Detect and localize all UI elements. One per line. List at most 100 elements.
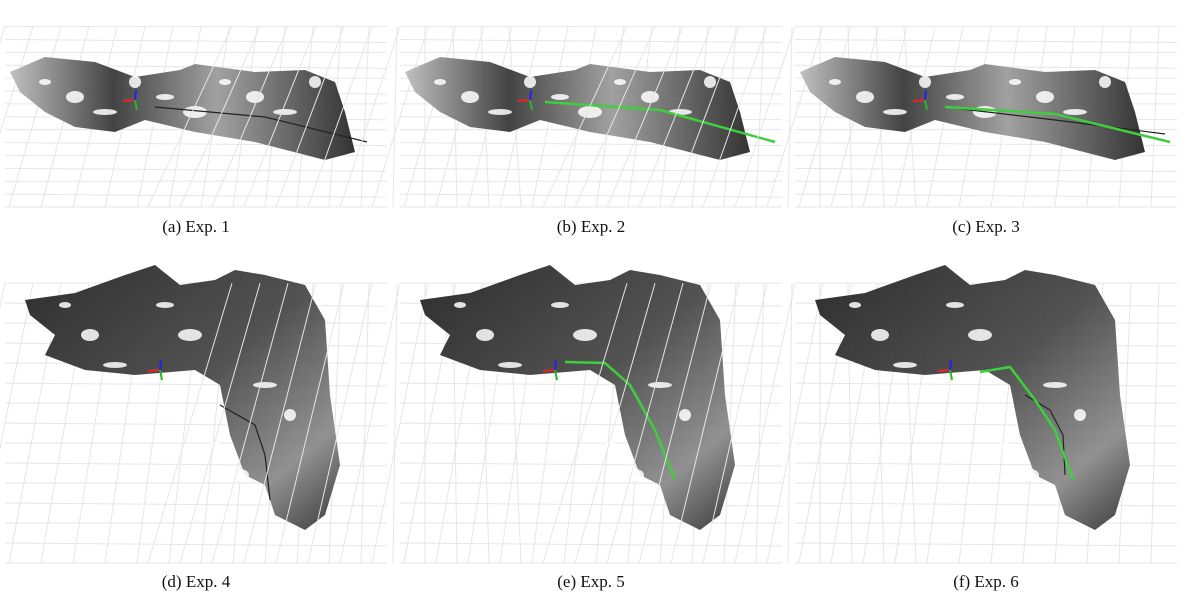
map-hole — [253, 382, 277, 388]
floor-grid — [735, 27, 795, 207]
map-hole — [968, 329, 992, 341]
axis-z — [530, 90, 531, 100]
map-hole — [246, 91, 264, 103]
axis-x — [913, 100, 925, 101]
axis-x — [518, 100, 530, 101]
map-hole — [1036, 91, 1054, 103]
map-hole — [454, 302, 466, 308]
floor-grid — [0, 283, 5, 563]
map-cloud — [10, 57, 355, 160]
panel-caption: (c) Exp. 3 — [952, 217, 1020, 236]
map-hole — [488, 109, 512, 115]
floor-grid — [393, 283, 397, 563]
map-hole — [551, 302, 569, 308]
map-cloud — [815, 265, 1130, 530]
map-hole — [103, 362, 127, 368]
map-hole — [524, 76, 536, 88]
map-hole — [999, 442, 1011, 448]
panel-caption: (d) Exp. 4 — [162, 572, 231, 591]
floor-grid — [340, 27, 400, 207]
map-hole — [604, 442, 616, 448]
map-hole — [476, 329, 494, 341]
map-hole — [129, 76, 141, 88]
map-cloud — [405, 57, 750, 160]
map-hole — [614, 79, 626, 85]
map-hole — [573, 329, 597, 341]
map-hole — [1043, 382, 1067, 388]
axis-x — [543, 370, 555, 371]
map-hole — [309, 76, 321, 88]
floor-grid — [795, 503, 1177, 506]
axis-x — [938, 370, 950, 371]
map-hole — [498, 362, 522, 368]
map-hole — [578, 106, 602, 118]
map-hole — [641, 91, 659, 103]
map-hole — [93, 109, 117, 115]
map-cloud — [25, 265, 340, 530]
map-hole — [924, 389, 936, 401]
floor-grid — [400, 383, 782, 386]
map-hole — [284, 409, 296, 421]
map-hole — [231, 469, 249, 481]
map-hole — [529, 389, 541, 401]
map-hole — [178, 329, 202, 341]
map-hole — [134, 389, 146, 401]
map-hole — [1099, 76, 1111, 88]
figure: (a) Exp. 1 (b) Exp. 2 (c) Exp. 3 (d) Exp. 4… — [0, 0, 1182, 603]
map-hole — [461, 91, 479, 103]
panel-caption: (e) Exp. 5 — [557, 572, 625, 591]
map-hole — [1009, 79, 1021, 85]
map-hole — [156, 302, 174, 308]
map-hole — [1074, 409, 1086, 421]
floor-grid — [393, 27, 397, 207]
map-hole — [434, 79, 446, 85]
axis-x — [123, 100, 135, 101]
map-hole — [883, 109, 907, 115]
map-hole — [849, 302, 861, 308]
map-hole — [856, 91, 874, 103]
axis-z — [135, 90, 136, 100]
floor-grid — [788, 27, 792, 207]
map-hole — [704, 76, 716, 88]
map-hole — [66, 91, 84, 103]
map-hole — [871, 329, 889, 341]
floor-grid — [1151, 27, 1159, 207]
map-hole — [946, 94, 964, 100]
map-hole — [59, 302, 71, 308]
map-hole — [273, 109, 297, 115]
floor-grid — [0, 27, 5, 207]
map-hole — [219, 79, 231, 85]
map-cloud — [420, 265, 735, 530]
axis-z — [950, 360, 951, 370]
map-hole — [893, 362, 917, 368]
map-hole — [679, 409, 691, 421]
map-hole — [81, 329, 99, 341]
map-hole — [946, 302, 964, 308]
floor-grid — [340, 283, 400, 563]
panel-caption: (f) Exp. 6 — [953, 572, 1019, 591]
panel-caption: (a) Exp. 1 — [162, 217, 230, 236]
floor-grid — [795, 39, 1177, 42]
floor-grid — [1151, 283, 1159, 563]
panel-caption: (b) Exp. 2 — [557, 217, 625, 236]
axis-z — [555, 360, 556, 370]
floor-grid — [735, 283, 795, 563]
map-hole — [156, 94, 174, 100]
floor-grid — [400, 39, 782, 42]
floor-grid — [5, 383, 387, 386]
map-hole — [919, 76, 931, 88]
map-hole — [829, 79, 841, 85]
map-hole — [39, 79, 51, 85]
floor-grid — [795, 168, 1177, 171]
floor-grid — [788, 283, 792, 563]
map-hole — [626, 469, 644, 481]
axis-z — [925, 90, 926, 100]
axis-x — [148, 370, 160, 371]
floor-grid — [5, 39, 387, 42]
map-hole — [551, 94, 569, 100]
floor-grid — [795, 383, 1177, 386]
axis-z — [160, 360, 161, 370]
map-hole — [209, 442, 221, 448]
map-hole — [648, 382, 672, 388]
map-hole — [1063, 109, 1087, 115]
